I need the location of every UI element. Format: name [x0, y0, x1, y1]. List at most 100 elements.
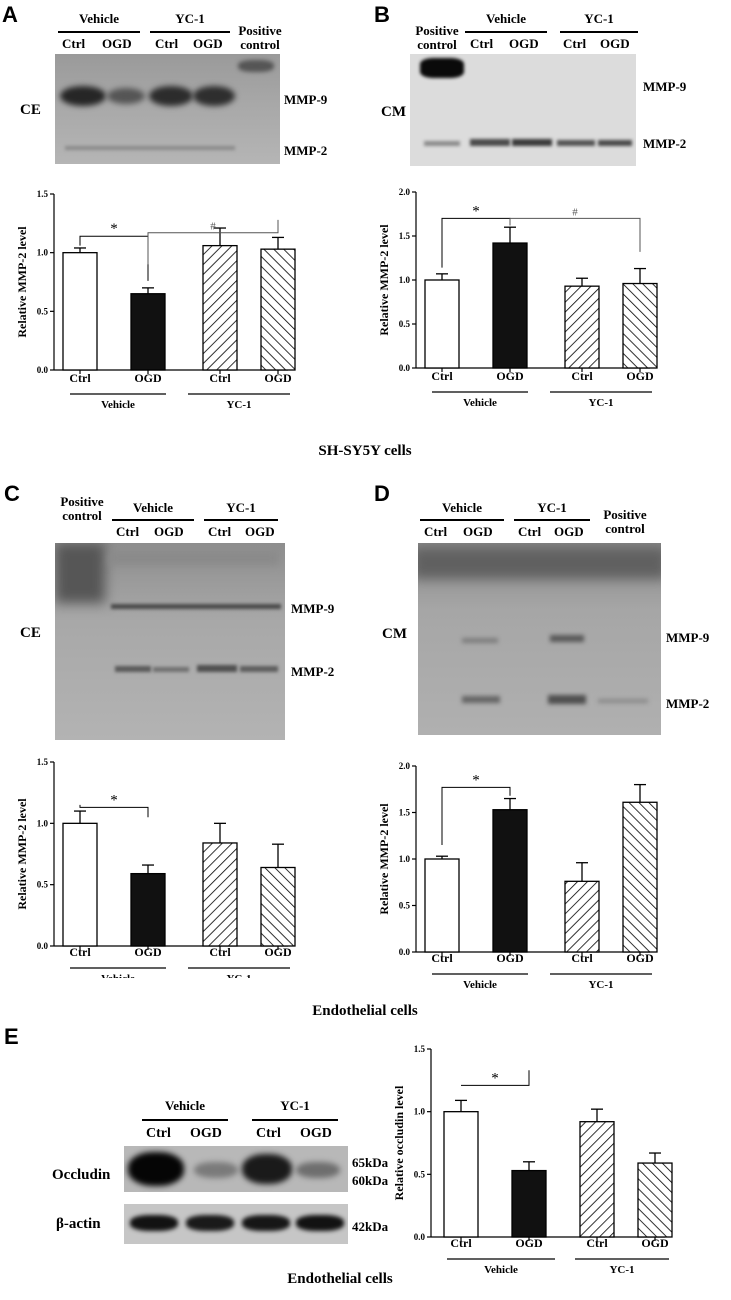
category-label: OGD [496, 951, 524, 965]
y-axis-label: Relative MMP-2 level [15, 798, 29, 910]
group-label: Vehicle [101, 399, 135, 411]
group-label: YC-1 [588, 979, 613, 991]
group-underline [58, 31, 140, 33]
bar [564, 285, 600, 369]
significance-marker: # [210, 221, 216, 233]
y-tick-label: 1.5 [399, 808, 411, 818]
significance-bracket [79, 804, 149, 818]
group-underline [204, 519, 278, 521]
y-axis-label: Relative occludin level [392, 1085, 406, 1200]
group-label-yc1: YC-1 [175, 11, 205, 26]
bar [130, 872, 166, 947]
blot-occludin [124, 1146, 348, 1192]
bar-chart-a: 0.0 0.5 1.0 1.5 Relative MMP-2 level Ctrl OGD C… [15, 189, 296, 411]
y-tick-label: 1.0 [414, 1107, 426, 1117]
category-label: OGD [264, 945, 292, 959]
group-label: Vehicle [463, 979, 497, 991]
sample-label: CE [20, 625, 41, 641]
positive-control-label: Positive control [415, 23, 459, 52]
bar [202, 244, 238, 371]
y-tick-label: 0.5 [414, 1169, 426, 1179]
significance-marker: * [472, 772, 480, 788]
category-label: Ctrl [431, 369, 453, 383]
group-label-yc1: YC-1 [537, 500, 567, 515]
lane-label: Ctrl [518, 524, 542, 539]
bar-chart-b: 0.0 0.5 1.0 1.5 2.0 Relative MMP-2 level Ctrl O… [377, 187, 658, 409]
group-label-yc1: YC-1 [226, 500, 256, 515]
significance-bracket [461, 1070, 530, 1086]
category-label: OGD [496, 369, 524, 383]
gel-image [55, 54, 280, 164]
y-axis-label: Relative MMP-2 level [377, 224, 391, 336]
band-label-mmp9: MMP-9 [643, 79, 687, 94]
group-underline [150, 31, 230, 33]
panel-label-d: D [374, 481, 390, 506]
lane-label: Ctrl [116, 524, 140, 539]
gel-image [55, 543, 285, 740]
significance-bracket [147, 219, 279, 265]
y-tick-label: 2.0 [399, 761, 411, 771]
bar [511, 1169, 547, 1238]
category-label: OGD [641, 1236, 669, 1250]
lane-label: Ctrl [208, 524, 232, 539]
group-label: YC-1 [226, 973, 251, 978]
lane-label: Ctrl [470, 36, 494, 51]
panel-label-e: E [4, 1024, 19, 1049]
y-tick-label: 0.0 [414, 1232, 426, 1242]
group-label-yc1: YC-1 [584, 11, 614, 26]
bar-chart-d: 0.0 0.5 1.0 1.5 2.0 Relative MMP-2 level Ctrl O… [377, 761, 658, 991]
panel-label-a: A [2, 2, 18, 27]
bar [443, 1111, 479, 1238]
bar [260, 248, 296, 371]
y-tick-label: 0.5 [37, 880, 49, 890]
lane-label: OGD [509, 36, 539, 51]
y-tick-label: 1.0 [399, 275, 411, 285]
size-label-65kda: 65kDa [352, 1155, 389, 1170]
category-label: Ctrl [431, 951, 453, 965]
lane-label: Ctrl [155, 36, 179, 51]
lane-label: OGD [600, 36, 630, 51]
group-underline [420, 519, 504, 521]
sample-label: CE [20, 102, 41, 118]
lane-label: Ctrl [563, 36, 587, 51]
bar [622, 801, 658, 953]
y-axis-label: Relative MMP-2 level [377, 803, 391, 915]
y-tick-label: 0.0 [37, 941, 49, 951]
bar [637, 1162, 673, 1238]
lane-label: Ctrl [424, 524, 448, 539]
group-label-vehicle: Vehicle [165, 1098, 205, 1113]
group-underline [142, 1119, 228, 1121]
group-underline [465, 31, 547, 33]
bar [622, 282, 658, 369]
category-label: OGD [134, 371, 162, 385]
category-label: Ctrl [450, 1236, 472, 1250]
y-tick-label: 0.0 [399, 363, 411, 373]
lane-label: OGD [193, 36, 223, 51]
bar [579, 1121, 615, 1238]
y-tick-label: 0.0 [399, 947, 411, 957]
category-label: OGD [264, 371, 292, 385]
y-tick-label: 1.5 [37, 757, 49, 767]
significance-bracket [509, 217, 641, 252]
y-tick-label: 1.5 [399, 231, 411, 241]
group-underline [252, 1119, 338, 1121]
band-label-mmp2: MMP-2 [284, 143, 328, 158]
size-label-60kda: 60kDa [352, 1173, 389, 1188]
category-label: Ctrl [571, 951, 593, 965]
y-tick-label: 0.5 [399, 901, 411, 911]
bar [424, 858, 460, 953]
category-label: Ctrl [69, 945, 91, 959]
category-label: Ctrl [209, 945, 231, 959]
gel-image [418, 543, 661, 735]
y-tick-label: 2.0 [399, 187, 411, 197]
blot-beta-actin [124, 1204, 348, 1244]
band-label-mmp9: MMP-9 [291, 601, 335, 616]
significance-marker: # [572, 206, 578, 218]
group-label: Vehicle [101, 973, 135, 978]
band-label-mmp9: MMP-9 [666, 630, 710, 645]
caption-sh-sy5y: SH-SY5Y cells [318, 443, 412, 459]
bar [202, 842, 238, 947]
band-label-mmp2: MMP-2 [291, 664, 335, 679]
y-tick-label: 0.5 [399, 319, 411, 329]
sample-label: CM [382, 626, 407, 642]
